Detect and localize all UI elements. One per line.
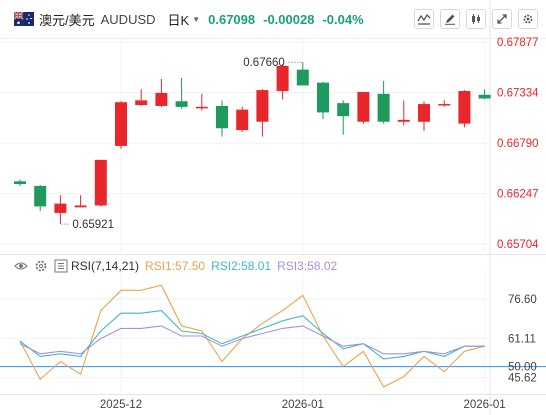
candle	[74, 205, 87, 208]
chart-header: 澳元/美元 AUDUSD 日K ▼ 0.67098 -0.00028 -0.04…	[0, 0, 546, 38]
draw-button[interactable]	[440, 9, 460, 29]
candle	[135, 100, 148, 105]
rsi-legend: RSI(7,14,21) RSI1:57.50 RSI2:58.01 RSI3:…	[14, 258, 343, 274]
candle	[54, 203, 67, 213]
last-price: 0.67098	[208, 11, 256, 27]
period-selector[interactable]: 日K ▼	[168, 10, 201, 29]
period-label: 日K	[167, 12, 190, 28]
price-tick-label: 0.67334	[497, 88, 539, 100]
candle	[478, 94, 491, 99]
gear-icon	[523, 14, 533, 24]
price-tick-label: 0.66790	[497, 138, 539, 150]
price-change: -0.00028	[263, 11, 315, 27]
candle	[175, 101, 188, 107]
symbol-code: AUDUSD	[100, 11, 156, 27]
candle	[195, 106, 208, 109]
rsi3-line	[19, 325, 485, 355]
low-annotation: 0.65921	[72, 219, 114, 231]
gear-icon[interactable]	[34, 259, 48, 273]
chart-toolbar	[414, 9, 538, 29]
symbol-name: 澳元/美元	[39, 12, 95, 28]
eye-icon[interactable]	[14, 259, 28, 273]
time-tick-label: 2025-12	[100, 399, 142, 411]
candle	[14, 181, 26, 185]
indicator-button[interactable]	[414, 9, 434, 29]
price-tick-label: 0.65704	[497, 239, 539, 251]
rsi-tick-label: 45.62	[508, 373, 537, 385]
candle	[216, 105, 228, 129]
rsi3-value: RSI3:58.02	[277, 259, 338, 273]
rsi1-line	[19, 284, 485, 388]
candle	[317, 82, 329, 113]
candle	[34, 185, 47, 207]
fullscreen-button[interactable]	[492, 9, 512, 29]
candle	[115, 102, 127, 146]
settings-button[interactable]	[518, 9, 538, 29]
rsi-tick-label: 61.11	[508, 333, 536, 345]
rsi1-value: RSI1:57.50	[145, 259, 206, 273]
candle	[155, 92, 168, 106]
candle	[94, 159, 107, 206]
price-tick-label: 0.66247	[497, 189, 539, 201]
candle	[236, 109, 249, 131]
candle	[337, 103, 350, 117]
chart-style-button[interactable]	[466, 9, 486, 29]
rsi2-value: RSI2:58.01	[211, 259, 272, 273]
expand-icon	[497, 14, 507, 24]
time-tick-label: 2026-01	[463, 399, 505, 411]
rsi-tick-label: 50.00	[508, 362, 537, 374]
caret-down-icon: ▼	[192, 14, 201, 24]
australia-flag-icon	[13, 11, 34, 26]
candle	[276, 65, 289, 92]
rsi2-line	[19, 310, 485, 360]
price-change-percent: -0.04%	[322, 11, 364, 27]
time-tick-label: 2026-01	[282, 399, 324, 411]
candle	[256, 90, 269, 122]
candle	[458, 91, 471, 124]
candle	[397, 119, 410, 122]
rsi-tick-label: 76.60	[508, 294, 537, 306]
candlestick-icon	[472, 14, 480, 24]
high-annotation: 0.67660	[243, 57, 285, 69]
candle	[438, 104, 451, 106]
pencil-icon	[445, 14, 455, 25]
candle	[296, 69, 309, 86]
candle	[377, 93, 390, 122]
indicator-menu-icon[interactable]	[54, 259, 68, 273]
rsi-label: RSI(7,14,21)	[71, 259, 140, 273]
price-tick-label: 0.67877	[497, 37, 539, 49]
candle	[357, 91, 370, 122]
candle	[418, 104, 430, 122]
line-chart-icon	[417, 13, 431, 25]
